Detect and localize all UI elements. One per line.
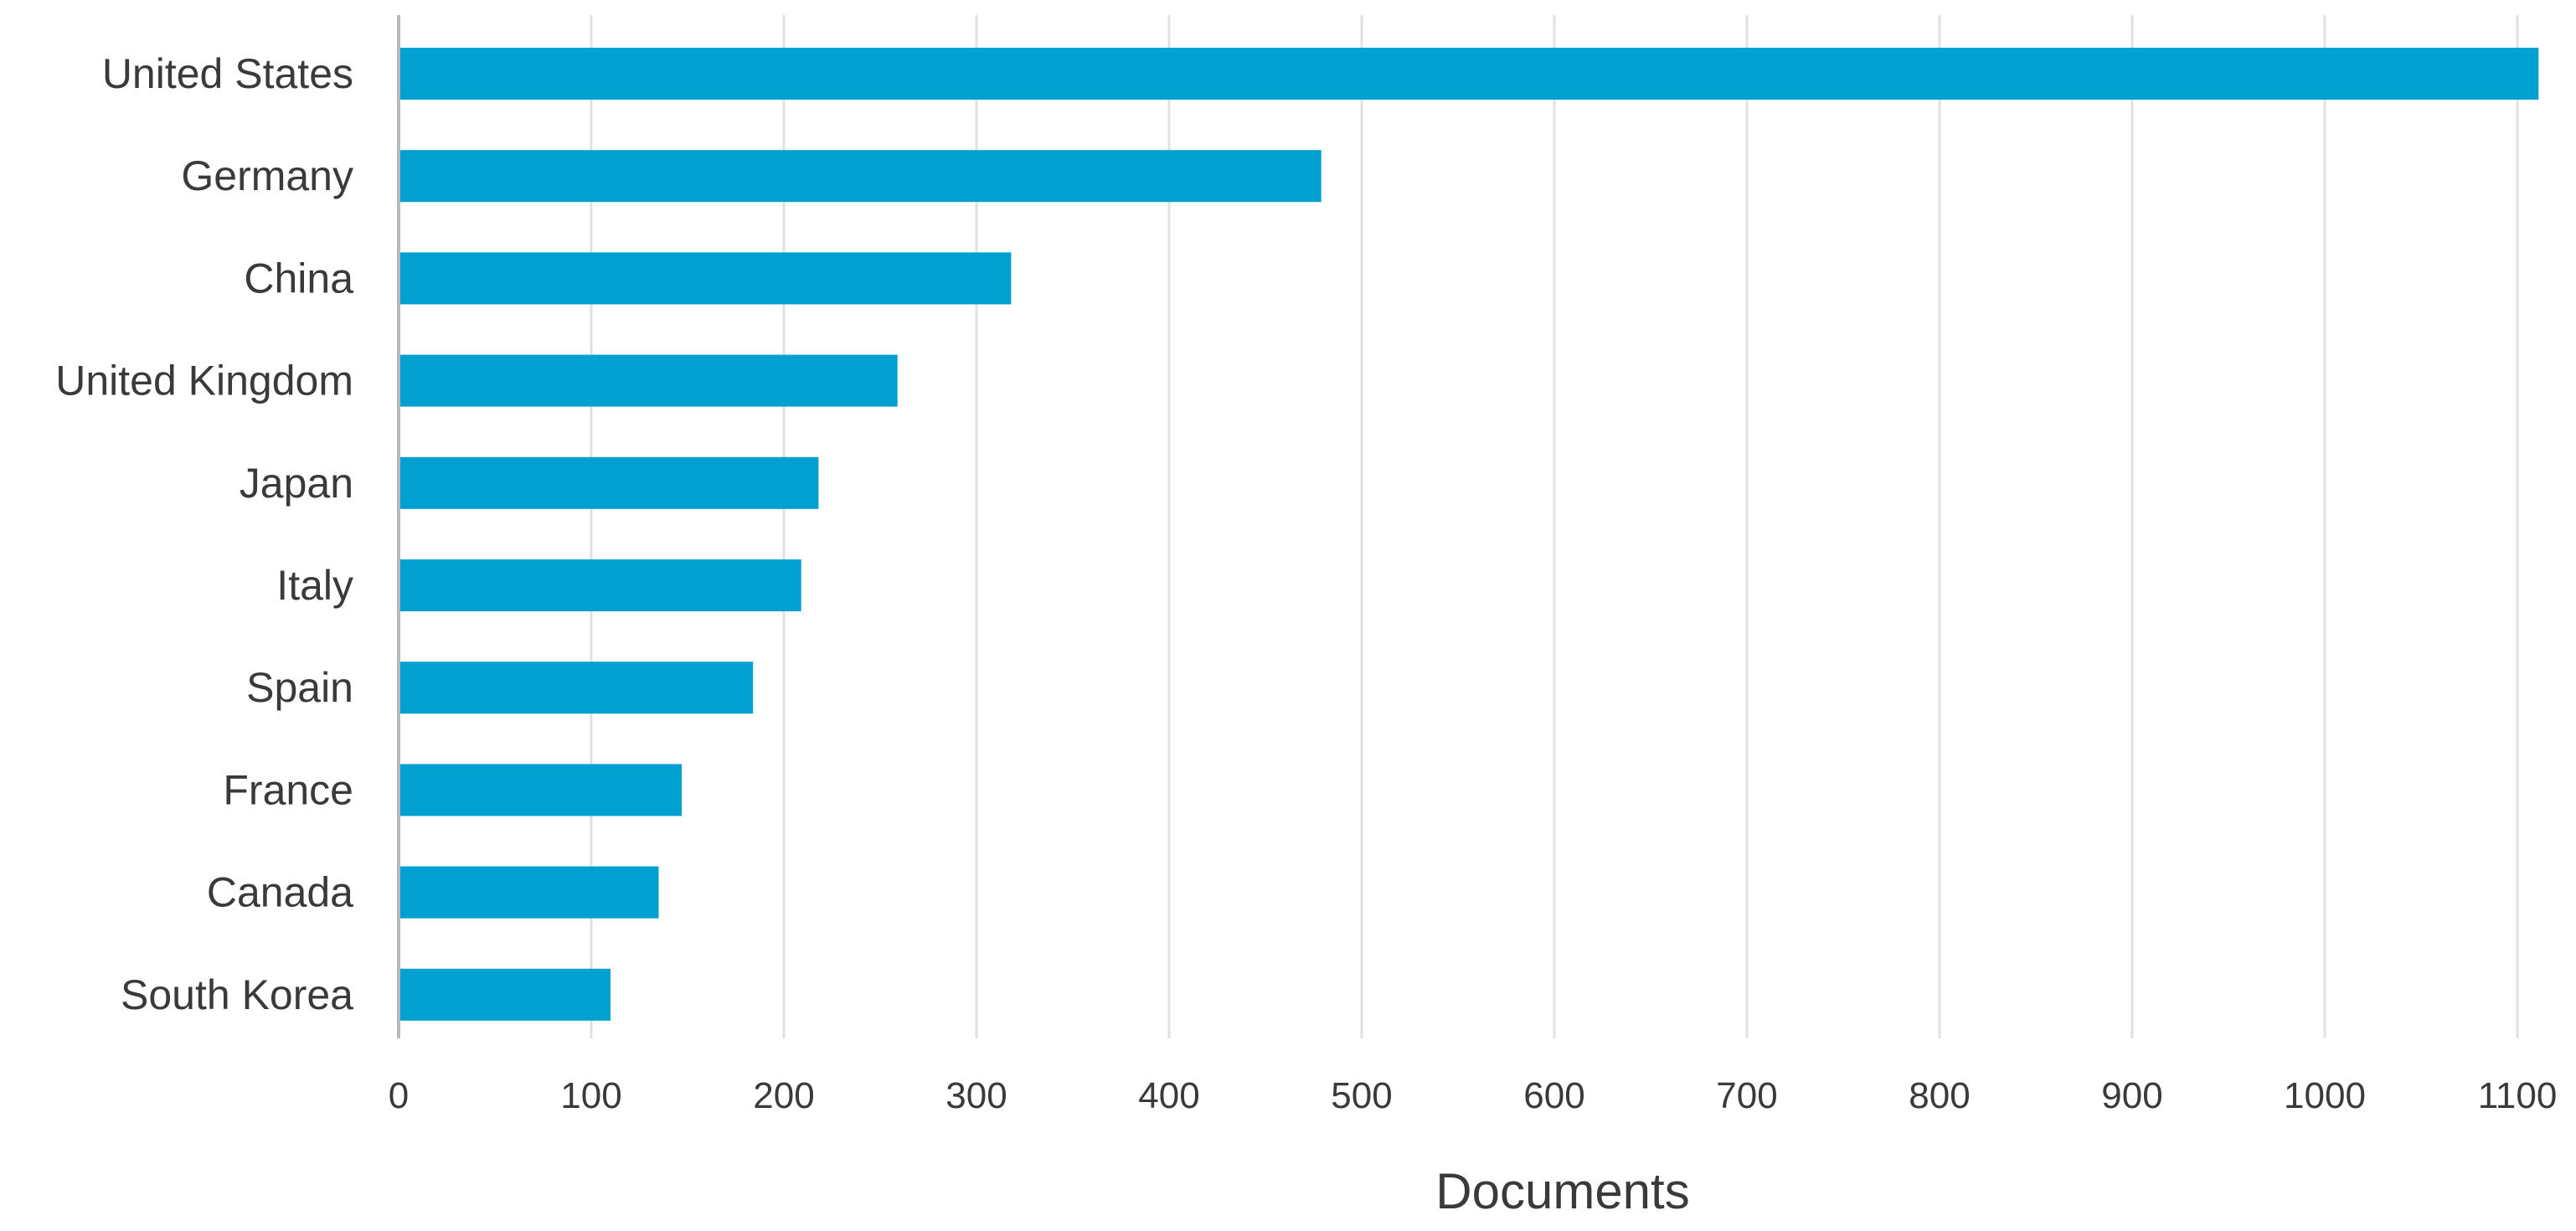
category-label-germany: Germany — [181, 152, 353, 199]
x-tick-label-700: 700 — [1716, 1075, 1777, 1116]
x-tick-label-300: 300 — [945, 1075, 1007, 1116]
x-tick-label-0: 0 — [389, 1075, 409, 1116]
bar-china — [399, 252, 1012, 305]
x-tick-label-100: 100 — [560, 1075, 621, 1116]
x-axis-title: Documents — [1435, 1163, 1689, 1219]
bar-united-states — [399, 48, 2539, 100]
category-label-china: China — [244, 255, 353, 301]
category-label-united-kingdom: United Kingdom — [55, 358, 353, 404]
x-tick-label-600: 600 — [1523, 1075, 1584, 1116]
bar-south-korea — [399, 968, 611, 1021]
x-tick-label-500: 500 — [1331, 1075, 1392, 1116]
category-label-spain: Spain — [246, 664, 353, 711]
x-tick-label-400: 400 — [1138, 1075, 1199, 1116]
category-label-italy: Italy — [276, 562, 353, 609]
bar-france — [399, 764, 683, 816]
x-tick-label-1000: 1000 — [2284, 1075, 2366, 1116]
category-label-canada: Canada — [207, 869, 353, 916]
bars — [399, 48, 2539, 1021]
category-label-south-korea: South Korea — [121, 971, 353, 1018]
bar-united-kingdom — [399, 354, 898, 407]
labels: 0 100 200 300 400 500 600 700 800 900 1000 1100 Unit… — [55, 50, 2557, 1116]
bar-spain — [399, 662, 754, 714]
category-label-japan: Japan — [240, 460, 353, 507]
bar-germany — [399, 150, 1321, 203]
x-tick-label-800: 800 — [1909, 1075, 1970, 1116]
bar-japan — [399, 456, 819, 509]
category-label-united-states: United States — [102, 50, 353, 97]
x-tick-label-200: 200 — [753, 1075, 814, 1116]
category-label-france: France — [223, 766, 353, 813]
bar-canada — [399, 866, 659, 919]
bar-italy — [399, 559, 801, 611]
x-tick-label-1100: 1100 — [2478, 1075, 2558, 1116]
x-tick-label-900: 900 — [2101, 1075, 2162, 1116]
